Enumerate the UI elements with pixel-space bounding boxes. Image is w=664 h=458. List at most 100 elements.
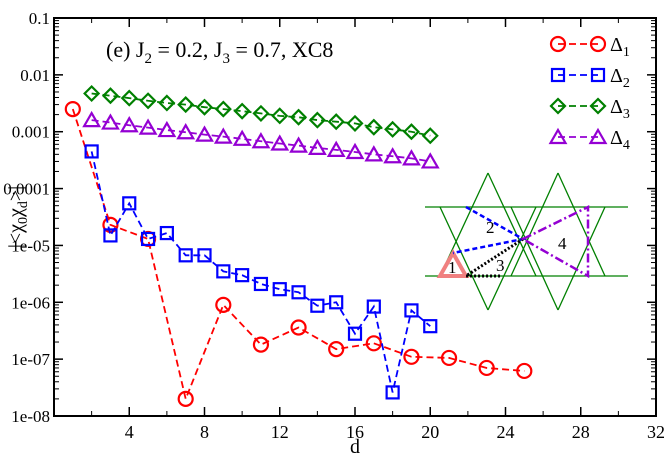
- data-point: [478, 359, 495, 377]
- data-point: [252, 336, 270, 353]
- data-point: [197, 248, 212, 263]
- data-point: [83, 84, 101, 103]
- bond-3-label: 3: [496, 256, 505, 275]
- x-tick-label: 12: [271, 422, 289, 442]
- data-point: [291, 285, 306, 300]
- data-point: [327, 113, 345, 131]
- data-point: [420, 152, 440, 169]
- data-point: [213, 127, 233, 144]
- y-tick-label: 0.001: [12, 123, 50, 142]
- x-tick-label: 24: [497, 422, 515, 442]
- data-point: [140, 231, 156, 247]
- data-point: [347, 326, 363, 341]
- data-point: [310, 298, 325, 313]
- series-line: [91, 119, 431, 163]
- legend-label: Δ3: [610, 96, 630, 122]
- y-tick-label: 0.0001: [3, 180, 50, 199]
- data-point: [383, 147, 403, 164]
- data-point: [272, 282, 287, 297]
- x-tick-label: 8: [200, 422, 209, 442]
- data-point: [365, 118, 383, 136]
- series-line: [90, 151, 431, 393]
- data-point: [346, 114, 364, 132]
- data-point: [308, 111, 326, 129]
- data-point: [157, 120, 177, 138]
- lattice-inset: 1 2 3 4: [425, 172, 628, 311]
- data-point: [84, 144, 99, 159]
- x-tick-label: 16: [346, 422, 364, 442]
- data-point: [138, 118, 158, 135]
- series-delta-1: [64, 100, 533, 407]
- series-line: [91, 92, 431, 137]
- data-point: [177, 390, 194, 407]
- y-tick-label: 1e-06: [11, 293, 50, 312]
- legend-marker: [549, 35, 567, 53]
- lattice-bond: [487, 206, 537, 311]
- data-point: [101, 87, 119, 105]
- bond-3-path: [460, 237, 524, 278]
- data-point: [214, 100, 232, 118]
- data-point: [423, 319, 438, 334]
- data-point: [177, 96, 195, 114]
- data-point: [289, 136, 308, 153]
- data-point: [251, 132, 271, 149]
- legend-marker: [589, 35, 607, 53]
- data-point: [82, 110, 102, 128]
- bond-2-label: 2: [486, 218, 495, 237]
- data-point: [195, 125, 214, 142]
- x-tick-label: 28: [572, 422, 590, 442]
- data-point: [139, 230, 157, 248]
- x-tick-label: 4: [125, 422, 134, 442]
- data-point: [270, 134, 290, 151]
- data-point: [271, 107, 289, 125]
- data-point: [216, 264, 231, 279]
- lattice-bond: [557, 172, 606, 277]
- tick-labels: 4 8 12 16 20 24 28 321e-081e-071e-061e-050.0001…: [3, 9, 664, 442]
- data-point: [385, 385, 400, 400]
- data-point: [158, 94, 176, 112]
- data-point: [176, 123, 196, 140]
- bond-4-path: [520, 204, 590, 279]
- series-delta-4: [82, 110, 440, 169]
- data-point: [159, 225, 174, 241]
- data-point: [402, 123, 420, 141]
- legend-item-delta-4: Δ4: [548, 127, 630, 153]
- data-point: [122, 196, 137, 211]
- data-point: [516, 362, 533, 380]
- series-delta-2: [84, 144, 438, 400]
- legend-marker: [549, 97, 567, 115]
- data-point: [101, 113, 120, 130]
- data-point: [329, 295, 344, 310]
- data-point: [440, 349, 458, 367]
- y-tick-label: 1e-05: [11, 236, 50, 255]
- y-tick-label: 1e-07: [11, 350, 50, 369]
- chart-annotation: (e) J2 = 0.2, J3 = 0.7, XC8: [106, 37, 333, 67]
- bond-1-triangle: [436, 248, 470, 278]
- legend-marker: [589, 97, 607, 115]
- data-point: [402, 149, 421, 166]
- legend-marker: [590, 67, 606, 83]
- series-delta-3: [83, 84, 439, 145]
- lattice-bond: [439, 206, 489, 311]
- data-point: [290, 319, 307, 336]
- bond-1-label: 1: [448, 258, 457, 277]
- data-point: [253, 276, 269, 292]
- data-point: [328, 341, 345, 358]
- lattice-bond: [510, 206, 559, 311]
- plot-frame: [53, 17, 657, 417]
- data-point: [365, 335, 382, 352]
- data-point: [232, 129, 252, 146]
- legend-item-delta-2: Δ2: [550, 65, 630, 91]
- legend-marker: [548, 127, 568, 145]
- data-point: [215, 296, 232, 313]
- data-point: [195, 98, 214, 116]
- data-point: [119, 116, 139, 133]
- lattice-bond: [487, 172, 537, 277]
- legend-label: Δ1: [610, 34, 630, 60]
- series-layer: [64, 84, 533, 407]
- series-line: [71, 108, 525, 402]
- legend-label: Δ4: [610, 127, 630, 153]
- data-point: [421, 127, 439, 145]
- data-point: [233, 102, 251, 120]
